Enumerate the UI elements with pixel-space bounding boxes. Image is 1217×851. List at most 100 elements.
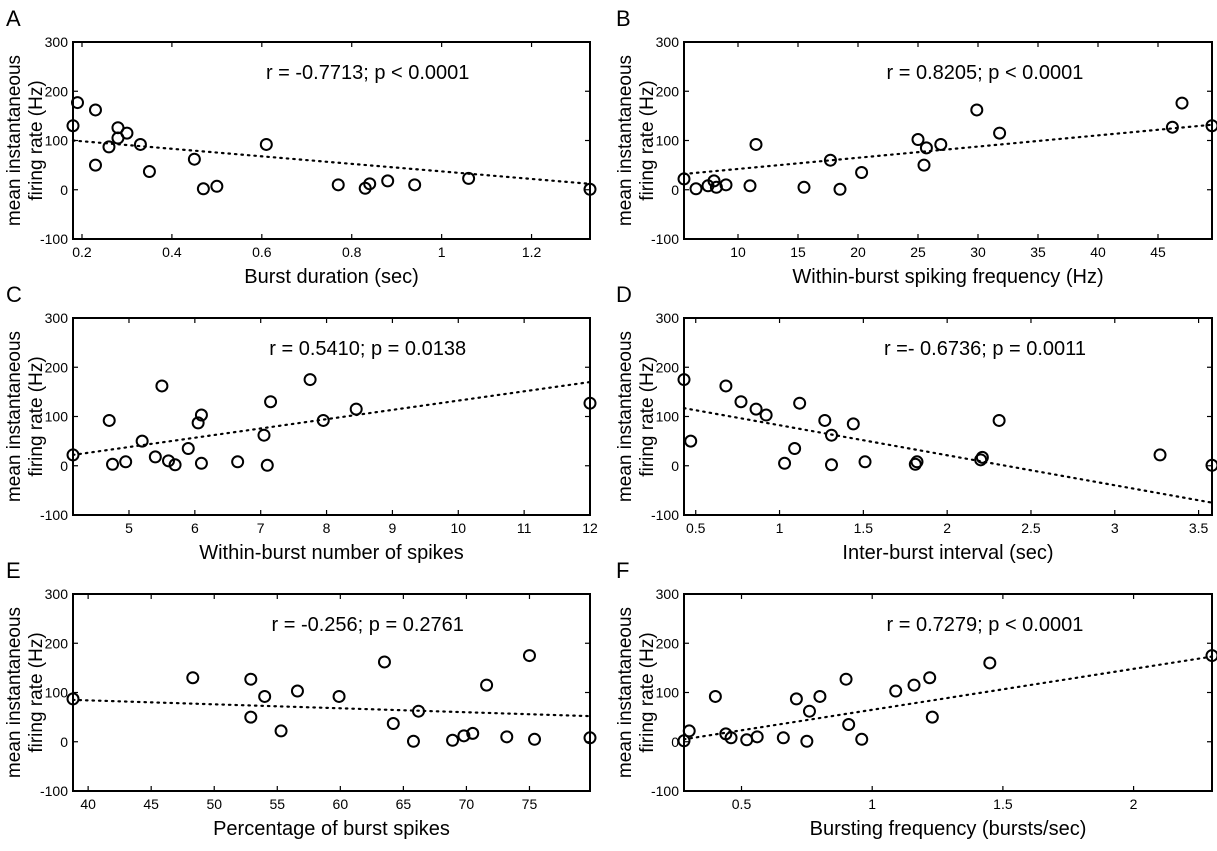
data-point-a: [363, 177, 377, 191]
data-point-d: [684, 434, 698, 448]
ytick-label-e: -100: [40, 783, 68, 799]
data-point-a: [210, 179, 224, 193]
xtick-label-b: 30: [970, 244, 986, 260]
data-point-f: [907, 678, 921, 692]
xtick-label-f: 2: [1130, 796, 1138, 812]
x-axis-label-a: Burst duration (sec): [244, 266, 419, 288]
xtick-label-d: 1: [776, 520, 784, 536]
xtick-label-d: 3: [1111, 520, 1119, 536]
x-axis-label-e: Percentage of burst spikes: [213, 818, 450, 840]
data-point-f: [750, 730, 764, 744]
data-point-c: [194, 456, 208, 470]
data-point-e: [522, 649, 536, 663]
data-point-d: [818, 413, 832, 427]
y-axis-label-c: firing rate (Hz): [26, 356, 47, 476]
panel-letter-d: D: [616, 282, 632, 307]
data-point-a: [408, 178, 422, 192]
data-point-e: [500, 730, 514, 744]
y-axis-label-b: mean instantaneous: [615, 55, 636, 226]
ytick-label-c: 200: [45, 359, 69, 375]
xtick-label-e: 65: [396, 796, 412, 812]
data-point-a: [88, 103, 102, 117]
panel-a: A -100 0 100 200 300 0.2 0.4 0.6 0.8 1 1.2 r = -0.77…: [4, 6, 597, 288]
stat-annotation-e: r = -0.256; p = 0.2761: [272, 614, 464, 636]
data-point-b: [677, 172, 691, 186]
data-point-e: [244, 710, 258, 724]
xtick-label-d: 0.5: [686, 520, 706, 536]
data-point-a: [381, 174, 395, 188]
ytick-label-d: 200: [656, 359, 680, 375]
data-point-a: [120, 126, 134, 140]
xtick-label-e: 45: [143, 796, 159, 812]
data-point-e: [528, 732, 542, 746]
ytick-label-d: 0: [671, 458, 679, 474]
y-axis-label-d: mean instantaneous: [615, 331, 636, 502]
data-point-c: [135, 434, 149, 448]
y-axis-label-f: firing rate (Hz): [637, 632, 658, 752]
data-point-a: [462, 171, 476, 185]
data-point-b: [689, 182, 703, 196]
panel-letter-f: F: [616, 558, 629, 583]
xtick-label-e: 50: [206, 796, 222, 812]
data-point-d: [778, 456, 792, 470]
data-point-c: [161, 454, 175, 468]
xtick-label-d: 2.5: [1021, 520, 1041, 536]
panel-letter-e: E: [6, 558, 21, 583]
data-point-c: [155, 379, 169, 393]
ytick-label-e: 200: [45, 635, 69, 651]
y-axis-label-b: firing rate (Hz): [637, 80, 658, 200]
xtick-label-d: 2: [943, 520, 951, 536]
xtick-label-a: 1.2: [522, 244, 542, 260]
xtick-label-f: 1.5: [993, 796, 1013, 812]
data-point-d: [1153, 448, 1167, 462]
data-point-c: [194, 408, 208, 422]
ytick-label-d: -100: [651, 507, 679, 523]
data-point-d: [1205, 458, 1217, 472]
xtick-label-b: 40: [1090, 244, 1106, 260]
ytick-label-a: 200: [45, 83, 69, 99]
data-point-f: [1205, 649, 1217, 663]
data-point-f: [677, 734, 691, 748]
data-point-c: [303, 373, 317, 387]
ytick-label-b: 100: [656, 133, 680, 149]
ytick-label-f: -100: [651, 783, 679, 799]
y-axis-label-d: firing rate (Hz): [637, 356, 658, 476]
data-point-f: [789, 692, 803, 706]
data-point-b: [934, 137, 948, 151]
x-axis-label-c: Within-burst number of spikes: [199, 542, 464, 564]
y-axis-label-f: mean instantaneous: [615, 607, 636, 778]
data-point-d: [975, 450, 989, 464]
data-point-d: [910, 455, 924, 469]
xtick-label-b: 15: [790, 244, 806, 260]
data-point-d: [734, 395, 748, 409]
data-point-b: [1165, 120, 1179, 134]
panel-e: E -100 0 100 200 300 40 45 50 55 60 65 70 75 r = -0.25…: [4, 558, 597, 840]
stat-annotation-b: r = 0.8205; p < 0.0001: [887, 62, 1084, 84]
data-point-f: [682, 724, 696, 738]
data-point-d: [788, 442, 802, 456]
data-point-f: [740, 733, 754, 747]
xtick-label-b: 35: [1030, 244, 1046, 260]
ytick-label-e: 300: [45, 586, 69, 602]
data-point-a: [142, 165, 156, 179]
data-point-e: [446, 733, 460, 747]
data-point-c: [168, 458, 182, 472]
data-point-e: [258, 689, 272, 703]
data-point-d: [719, 379, 733, 393]
data-point-c: [102, 413, 116, 427]
ytick-label-b: -100: [651, 231, 679, 247]
data-point-e: [406, 734, 420, 748]
data-point-d: [793, 396, 807, 410]
data-point-f: [923, 671, 937, 685]
data-point-e: [412, 704, 426, 718]
ytick-label-d: 300: [656, 310, 680, 326]
data-point-b: [993, 126, 1007, 140]
data-point-a: [331, 178, 345, 192]
data-point-d: [825, 428, 839, 442]
data-point-b: [855, 166, 869, 180]
xtick-label-f: 1: [868, 796, 876, 812]
xtick-label-d: 3.5: [1189, 520, 1209, 536]
data-point-d: [759, 408, 773, 422]
xtick-label-c: 5: [125, 520, 133, 536]
panel-letter-c: C: [6, 282, 22, 307]
